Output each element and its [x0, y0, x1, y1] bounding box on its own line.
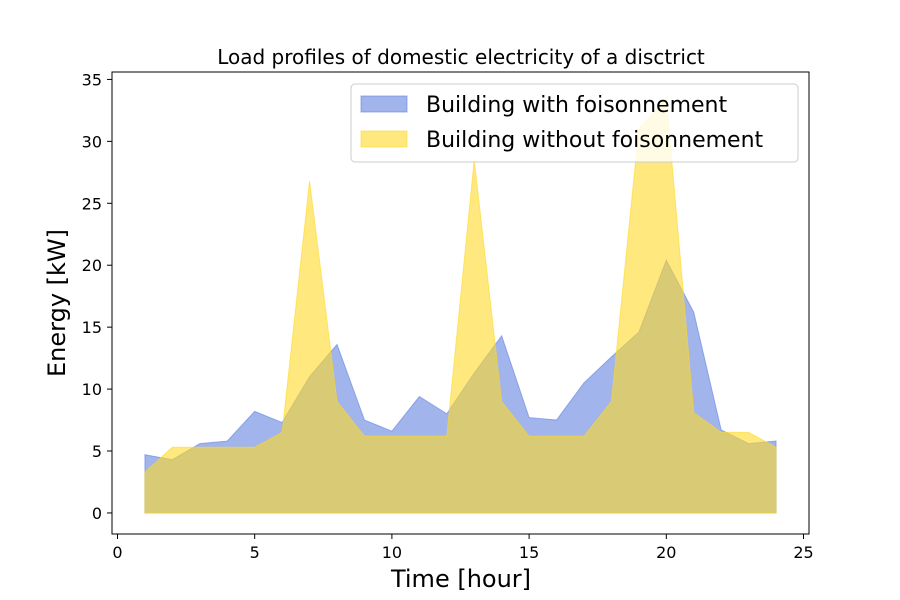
legend-swatch-2 — [360, 130, 408, 148]
x-tick-label: 15 — [519, 543, 539, 562]
y-axis-label: Energy [kW] — [43, 229, 71, 377]
x-tick-label: 0 — [112, 543, 122, 562]
y-tick-label: 5 — [92, 442, 102, 461]
x-tick-label: 25 — [793, 543, 813, 562]
legend: Building with foisonnement Building witho… — [350, 83, 799, 163]
x-tick-label: 10 — [382, 543, 402, 562]
y-tick-label: 15 — [82, 318, 102, 337]
legend-label-2: Building without foisonnement — [426, 128, 764, 153]
y-tick-label: 35 — [82, 70, 102, 89]
y-tick-label: 0 — [92, 504, 102, 523]
y-tick-label: 10 — [82, 380, 102, 399]
y-tick-label: 20 — [82, 256, 102, 275]
x-tick-label: 20 — [656, 543, 676, 562]
legend-box — [350, 83, 799, 163]
x-tick-label: 5 — [250, 543, 260, 562]
x-axis-label: Time [hour] — [390, 565, 531, 593]
chart-title: Load profiles of domestic electricity of… — [217, 45, 705, 69]
plot-frame — [111, 71, 810, 535]
y-tick-label: 30 — [82, 132, 102, 151]
y-tick-label: 25 — [82, 194, 102, 213]
legend-label-1: Building with foisonnement — [426, 93, 727, 118]
axes: 0 5 10 15 20 25 0 5 10 15 20 25 30 35 — [82, 70, 814, 562]
legend-swatch-1 — [360, 95, 408, 113]
